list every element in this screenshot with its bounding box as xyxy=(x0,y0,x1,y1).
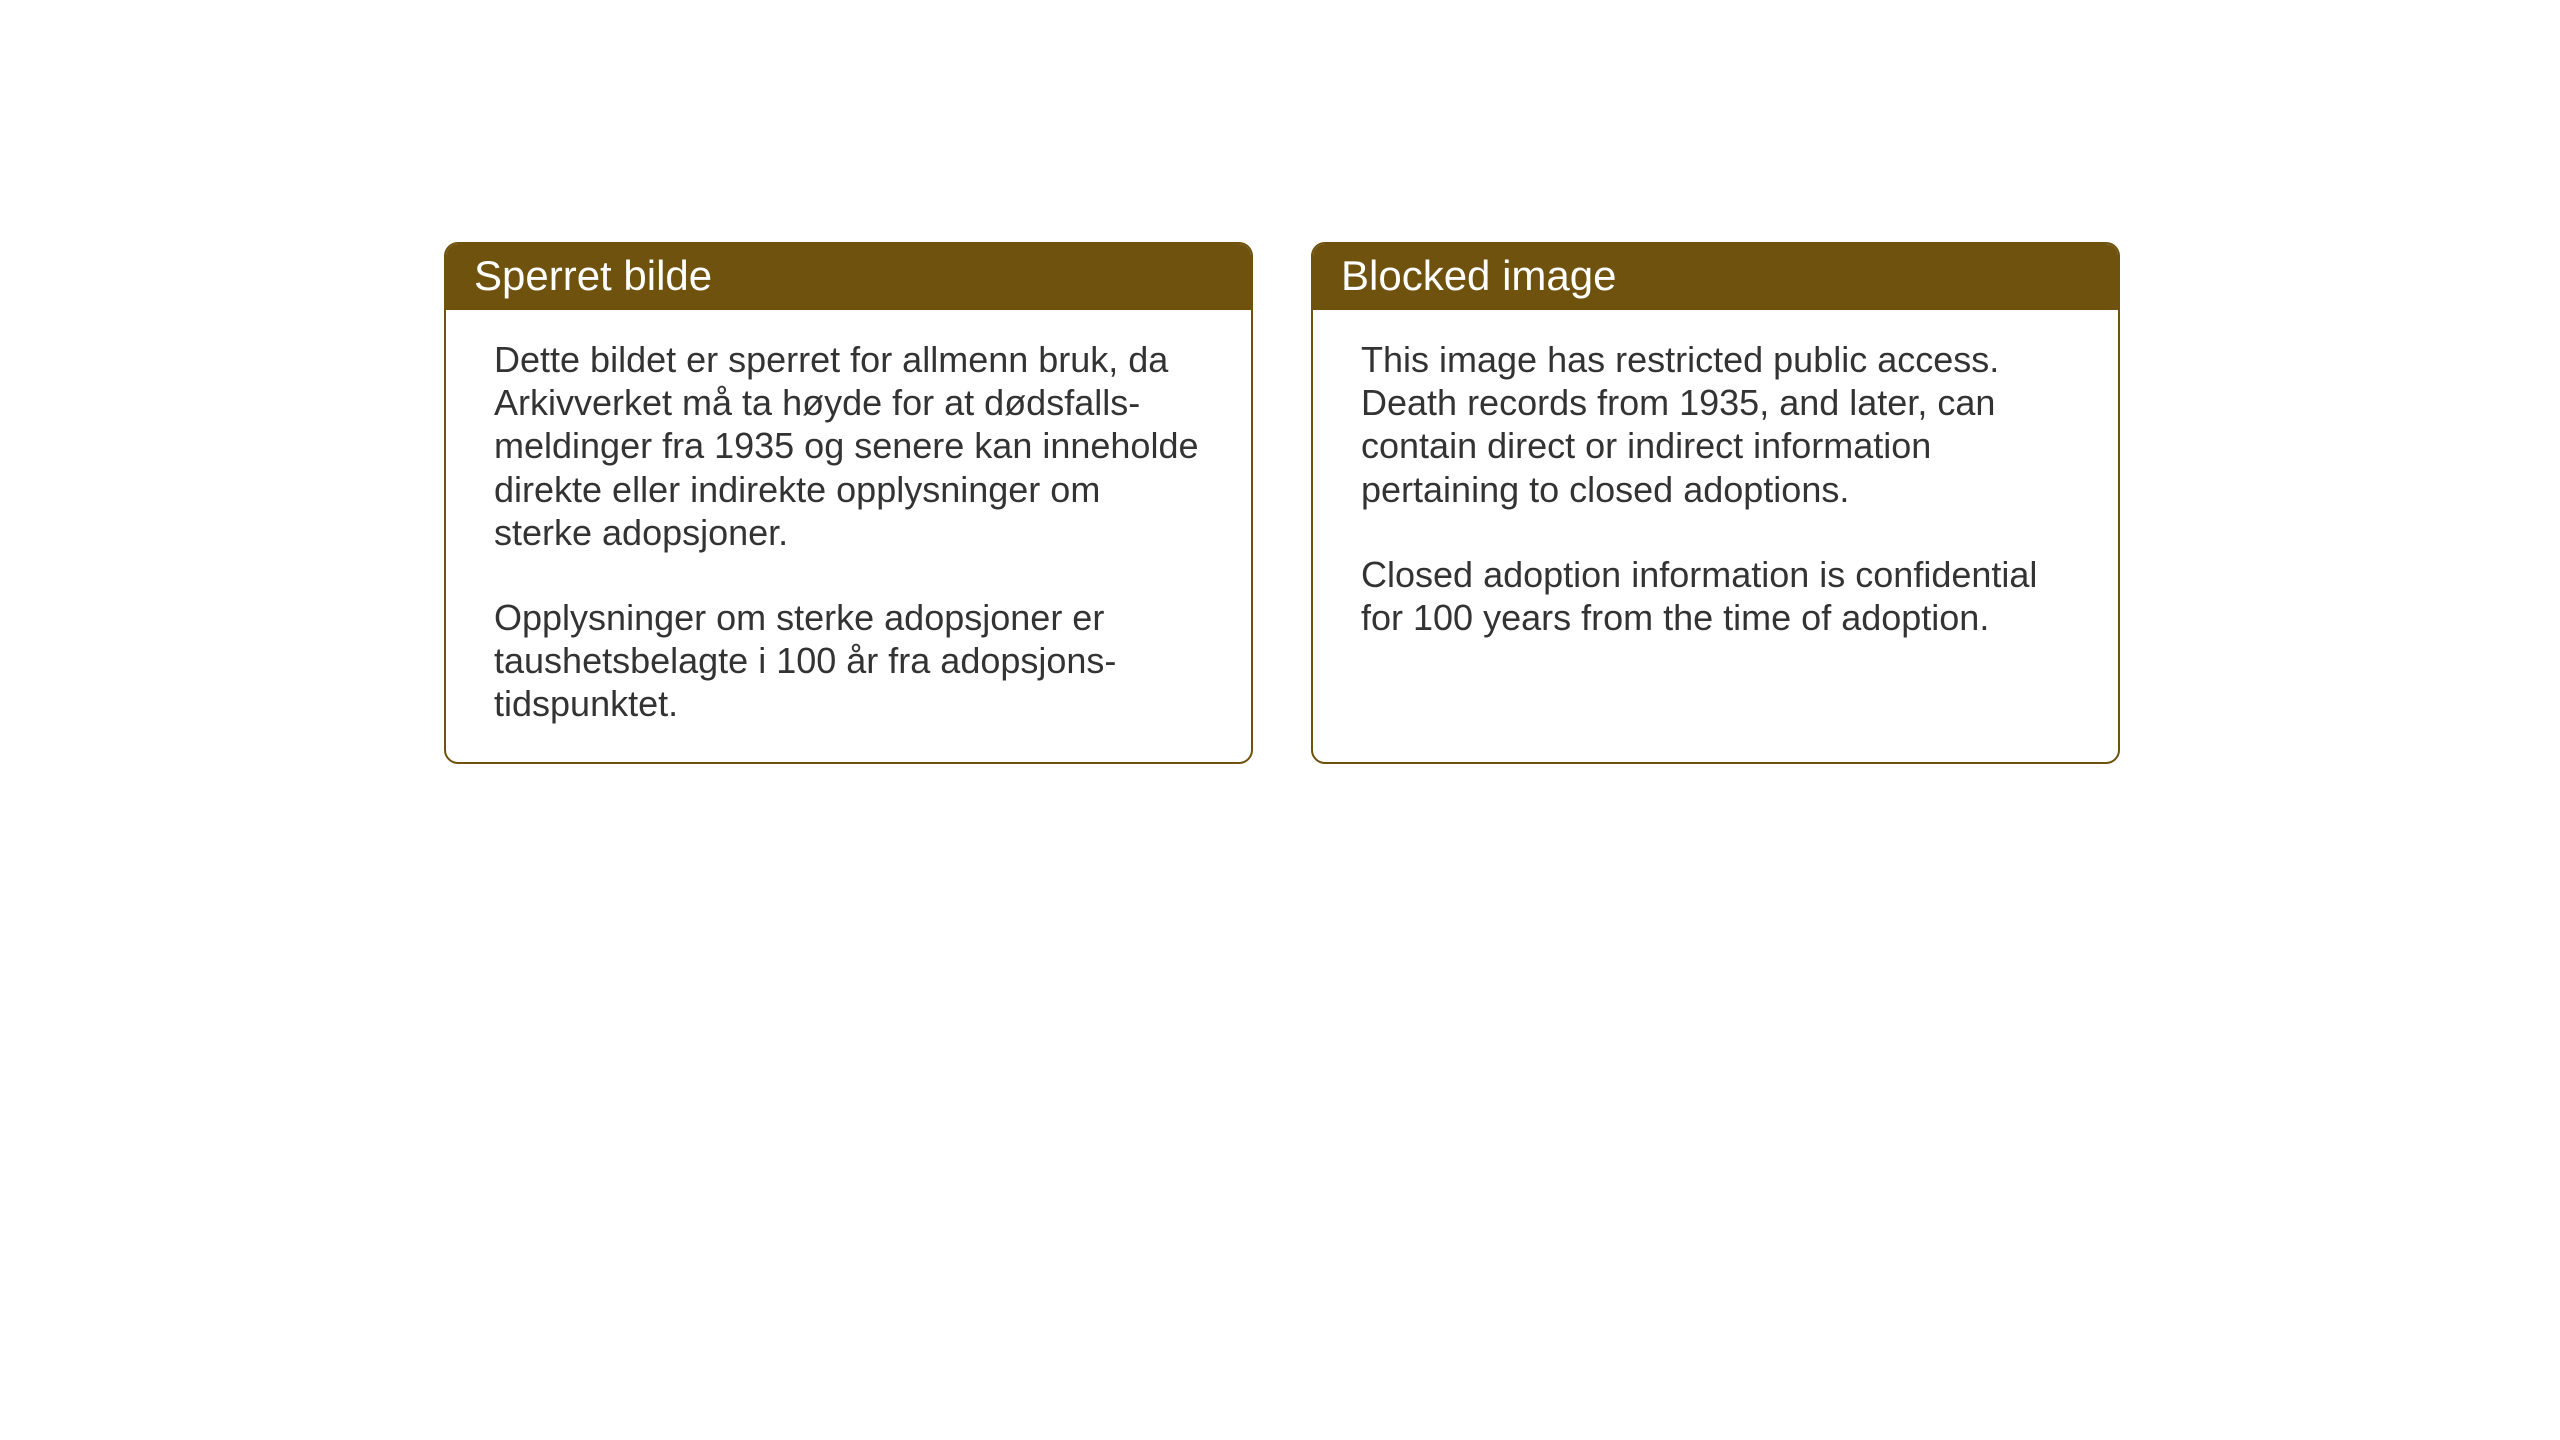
notice-paragraph-1-english: This image has restricted public access.… xyxy=(1361,338,2070,511)
notices-container: Sperret bilde Dette bildet er sperret fo… xyxy=(444,242,2120,764)
notice-body-english: This image has restricted public access.… xyxy=(1313,310,2118,729)
notice-header-norwegian: Sperret bilde xyxy=(446,244,1251,310)
notice-card-norwegian: Sperret bilde Dette bildet er sperret fo… xyxy=(444,242,1253,764)
notice-title-norwegian: Sperret bilde xyxy=(474,252,712,299)
notice-card-english: Blocked image This image has restricted … xyxy=(1311,242,2120,764)
notice-paragraph-2-norwegian: Opplysninger om sterke adopsjoner er tau… xyxy=(494,596,1203,726)
notice-paragraph-1-norwegian: Dette bildet er sperret for allmenn bruk… xyxy=(494,338,1203,554)
notice-body-norwegian: Dette bildet er sperret for allmenn bruk… xyxy=(446,310,1251,762)
notice-header-english: Blocked image xyxy=(1313,244,2118,310)
notice-title-english: Blocked image xyxy=(1341,252,1616,299)
notice-paragraph-2-english: Closed adoption information is confident… xyxy=(1361,553,2070,639)
